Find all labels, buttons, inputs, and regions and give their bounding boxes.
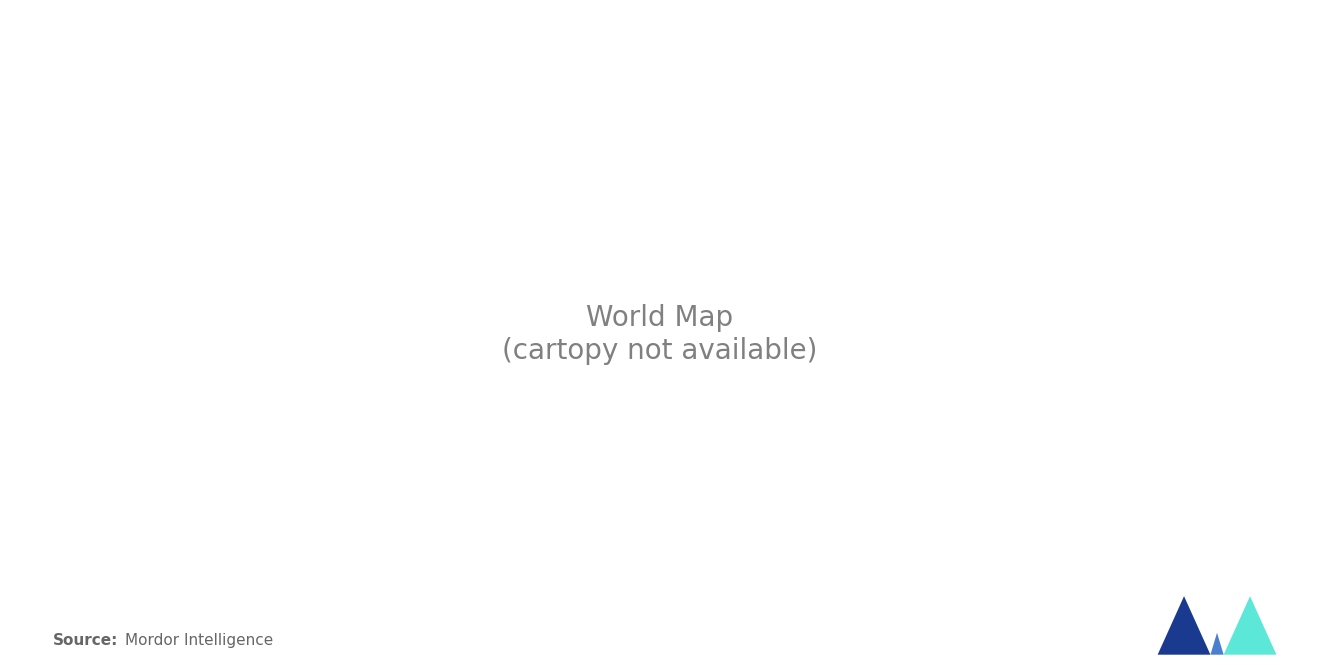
- Polygon shape: [1210, 633, 1224, 654]
- Text: Mordor Intelligence: Mordor Intelligence: [125, 633, 273, 648]
- Text: World Map
(cartopy not available): World Map (cartopy not available): [503, 304, 817, 364]
- Text: Source:: Source:: [53, 633, 119, 648]
- Polygon shape: [1158, 596, 1210, 654]
- Polygon shape: [1224, 596, 1276, 654]
